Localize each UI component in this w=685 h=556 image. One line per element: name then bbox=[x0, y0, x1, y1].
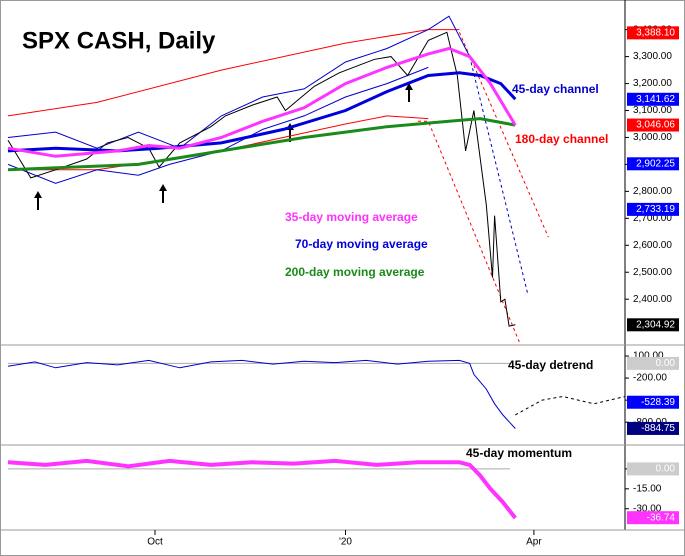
value-box bbox=[627, 118, 679, 132]
y-tick-label: 3,000.00 bbox=[633, 132, 672, 143]
value-box bbox=[627, 26, 679, 40]
value-box bbox=[627, 511, 679, 525]
y-tick-label: -200.00 bbox=[633, 373, 667, 384]
value-label: 0.00 bbox=[656, 464, 676, 475]
chart-title: SPX CASH, Daily bbox=[22, 27, 216, 54]
y-tick-label: 2,600.00 bbox=[633, 240, 672, 251]
value-box bbox=[627, 395, 679, 409]
value-label: 2,902.25 bbox=[636, 158, 675, 169]
series-label: 45-day detrend bbox=[508, 358, 593, 372]
value-box bbox=[627, 356, 679, 370]
value-label: -884.75 bbox=[641, 423, 675, 434]
series-line bbox=[7, 15, 471, 149]
y-tick-label: 2,700.00 bbox=[633, 213, 672, 224]
series-line bbox=[7, 117, 516, 172]
y-tick-label: 3,300.00 bbox=[633, 51, 672, 62]
series-line bbox=[7, 29, 460, 117]
series-line bbox=[7, 31, 516, 327]
annotation: 180-day channel bbox=[515, 132, 608, 146]
y-tick-label: 2,500.00 bbox=[633, 267, 672, 278]
series-line bbox=[7, 458, 517, 520]
series-line bbox=[8, 115, 429, 171]
y-tick-label: 2,400.00 bbox=[633, 294, 672, 305]
series-label: 45-day momentum bbox=[466, 446, 572, 460]
value-label: -36.74 bbox=[647, 512, 676, 523]
y-tick-label: -30.00 bbox=[633, 503, 662, 514]
value-box bbox=[627, 462, 679, 476]
value-label: 3,388.10 bbox=[636, 27, 675, 38]
arrow bbox=[159, 184, 167, 203]
series-label: 35-day moving average bbox=[285, 210, 418, 224]
annotation: 45-day channel bbox=[512, 82, 599, 96]
y-tick-label: -15.00 bbox=[633, 483, 662, 494]
value-box bbox=[627, 157, 679, 171]
series-line bbox=[515, 395, 626, 416]
value-label: 2,304.92 bbox=[636, 319, 675, 330]
series-label: 70-day moving average bbox=[295, 237, 428, 251]
value-box bbox=[627, 202, 679, 216]
x-tick-label: '20 bbox=[339, 537, 352, 548]
series-line bbox=[7, 46, 517, 158]
value-label: 3,046.06 bbox=[636, 120, 675, 131]
value-label: 0.00 bbox=[656, 358, 676, 369]
y-tick-label: 3,100.00 bbox=[633, 105, 672, 116]
x-tick-label: Apr bbox=[526, 537, 542, 548]
series-line bbox=[418, 120, 520, 343]
value-box bbox=[627, 92, 679, 106]
series-line bbox=[469, 56, 529, 294]
y-tick-label: 100.00 bbox=[633, 351, 664, 362]
series-line bbox=[7, 359, 516, 429]
value-box bbox=[627, 318, 679, 332]
x-tick-label: Oct bbox=[147, 537, 163, 548]
y-tick-label: 3,200.00 bbox=[633, 78, 672, 89]
y-tick-label: 2,800.00 bbox=[633, 186, 672, 197]
arrow bbox=[405, 83, 413, 102]
value-label: 3,141.62 bbox=[636, 94, 675, 105]
series-label: 200-day moving average bbox=[285, 265, 425, 279]
value-label: 2,733.19 bbox=[636, 204, 675, 215]
series-line bbox=[458, 32, 549, 238]
arrow bbox=[34, 191, 42, 210]
value-box bbox=[627, 421, 679, 435]
value-label: -528.39 bbox=[641, 397, 675, 408]
